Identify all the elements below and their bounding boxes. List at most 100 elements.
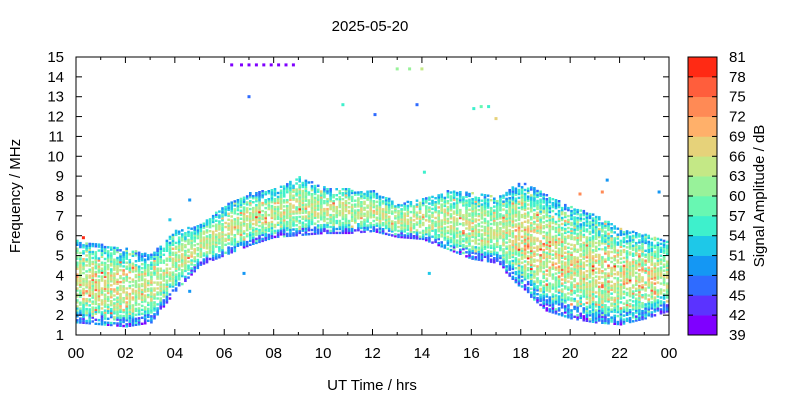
heatmap-cell — [576, 234, 579, 238]
heatmap-cell — [341, 223, 345, 227]
heatmap-cell — [116, 272, 119, 276]
heatmap-cell — [548, 298, 552, 301]
heatmap-cell — [588, 284, 592, 287]
heatmap-cell — [650, 281, 654, 284]
heatmap-cell — [564, 315, 567, 318]
heatmap-cell — [545, 299, 549, 302]
heatmap-cell — [171, 259, 175, 262]
heatmap-cell — [598, 218, 601, 221]
heatmap-cell — [604, 288, 607, 291]
heatmap-cell — [601, 270, 604, 273]
heatmap-cell — [647, 256, 650, 259]
heatmap-cell — [202, 232, 206, 235]
heatmap-cell — [366, 218, 369, 221]
heatmap-cell — [452, 202, 456, 205]
heatmap-cell — [143, 254, 147, 257]
heatmap-cell — [536, 297, 539, 300]
heatmap-cell — [631, 252, 635, 255]
heatmap-cell — [181, 255, 184, 258]
heatmap-cell — [526, 286, 530, 290]
heatmap-cell — [443, 232, 447, 235]
heatmap-cell — [350, 199, 354, 203]
heatmap-cell — [218, 222, 221, 225]
heatmap-cell — [304, 229, 308, 232]
heatmap-cell — [641, 302, 644, 305]
heatmap-cell — [415, 229, 419, 232]
heatmap-cell — [579, 312, 582, 315]
heatmap-cell — [177, 272, 181, 275]
heatmap-cell — [434, 220, 437, 224]
heatmap-cell — [533, 191, 536, 194]
heatmap-cell — [462, 204, 465, 207]
heatmap-cell — [533, 264, 536, 267]
heatmap-cell — [369, 204, 372, 207]
heatmap-cell — [459, 234, 462, 238]
heatmap-cell — [607, 228, 610, 232]
heatmap-cell — [523, 270, 527, 273]
heatmap-cell — [520, 255, 524, 258]
heatmap-cell — [100, 299, 104, 302]
heatmap-cell — [570, 227, 573, 231]
heatmap-cell — [387, 205, 391, 209]
heatmap-cell — [486, 228, 490, 231]
heatmap-cell — [628, 237, 632, 240]
heatmap-cell — [264, 212, 267, 216]
heatmap-cell — [585, 313, 589, 316]
heatmap-cell — [156, 271, 159, 274]
heatmap-cell — [415, 231, 419, 234]
heatmap-cell — [625, 277, 629, 281]
heatmap-cell — [594, 279, 598, 282]
heatmap-cell — [557, 285, 561, 288]
heatmap-cell — [598, 222, 601, 225]
heatmap-cell — [298, 211, 301, 215]
heatmap-cell — [276, 215, 280, 218]
heatmap-cell — [289, 212, 292, 215]
heatmap-cell — [514, 243, 518, 246]
heatmap-cell — [134, 317, 138, 320]
heatmap-cell — [647, 308, 650, 311]
heatmap-cell — [508, 260, 511, 263]
heatmap-cell — [261, 229, 264, 233]
heatmap-cell — [350, 197, 354, 201]
heatmap-cell — [85, 244, 88, 247]
heatmap-cell — [103, 317, 107, 320]
heatmap-cell — [483, 251, 487, 254]
heatmap-cell — [542, 276, 545, 280]
heatmap-cell — [335, 198, 338, 201]
heatmap-cell — [113, 280, 116, 283]
heatmap-cell — [289, 188, 292, 192]
heatmap-cell — [323, 225, 326, 229]
heatmap-cell — [551, 198, 555, 201]
heatmap-cell — [134, 260, 138, 263]
heatmap-cell — [591, 243, 595, 246]
heatmap-cell — [579, 276, 582, 280]
heatmap-cell — [369, 202, 372, 205]
heatmap-cell — [644, 259, 647, 262]
heatmap-cell — [610, 268, 613, 272]
heatmap-cell — [255, 223, 258, 227]
heatmap-cell — [564, 287, 567, 290]
heatmap-cell — [137, 311, 141, 314]
heatmap-cell — [313, 200, 317, 204]
heatmap-cell — [625, 266, 629, 269]
heatmap-cell — [459, 232, 462, 236]
heatmap-cell — [523, 182, 527, 186]
heatmap-cell — [588, 270, 592, 273]
heatmap-cell — [480, 241, 484, 244]
heatmap-cell — [567, 260, 570, 263]
heatmap-cell — [168, 259, 172, 262]
heatmap-cell — [125, 307, 128, 310]
heatmap-cell — [610, 266, 613, 270]
heatmap-cell — [601, 222, 604, 225]
heatmap-cell — [88, 294, 91, 297]
heatmap-cell — [156, 303, 159, 306]
heatmap-cell — [400, 235, 403, 239]
heatmap-cell — [168, 297, 172, 300]
heatmap-cell — [548, 246, 552, 249]
heatmap-cell — [505, 201, 508, 205]
heatmap-cell — [564, 205, 567, 209]
heatmap-cell — [446, 221, 450, 225]
heatmap-cell — [564, 309, 567, 312]
heatmap-cell — [505, 235, 508, 238]
heatmap-cell — [579, 314, 582, 317]
